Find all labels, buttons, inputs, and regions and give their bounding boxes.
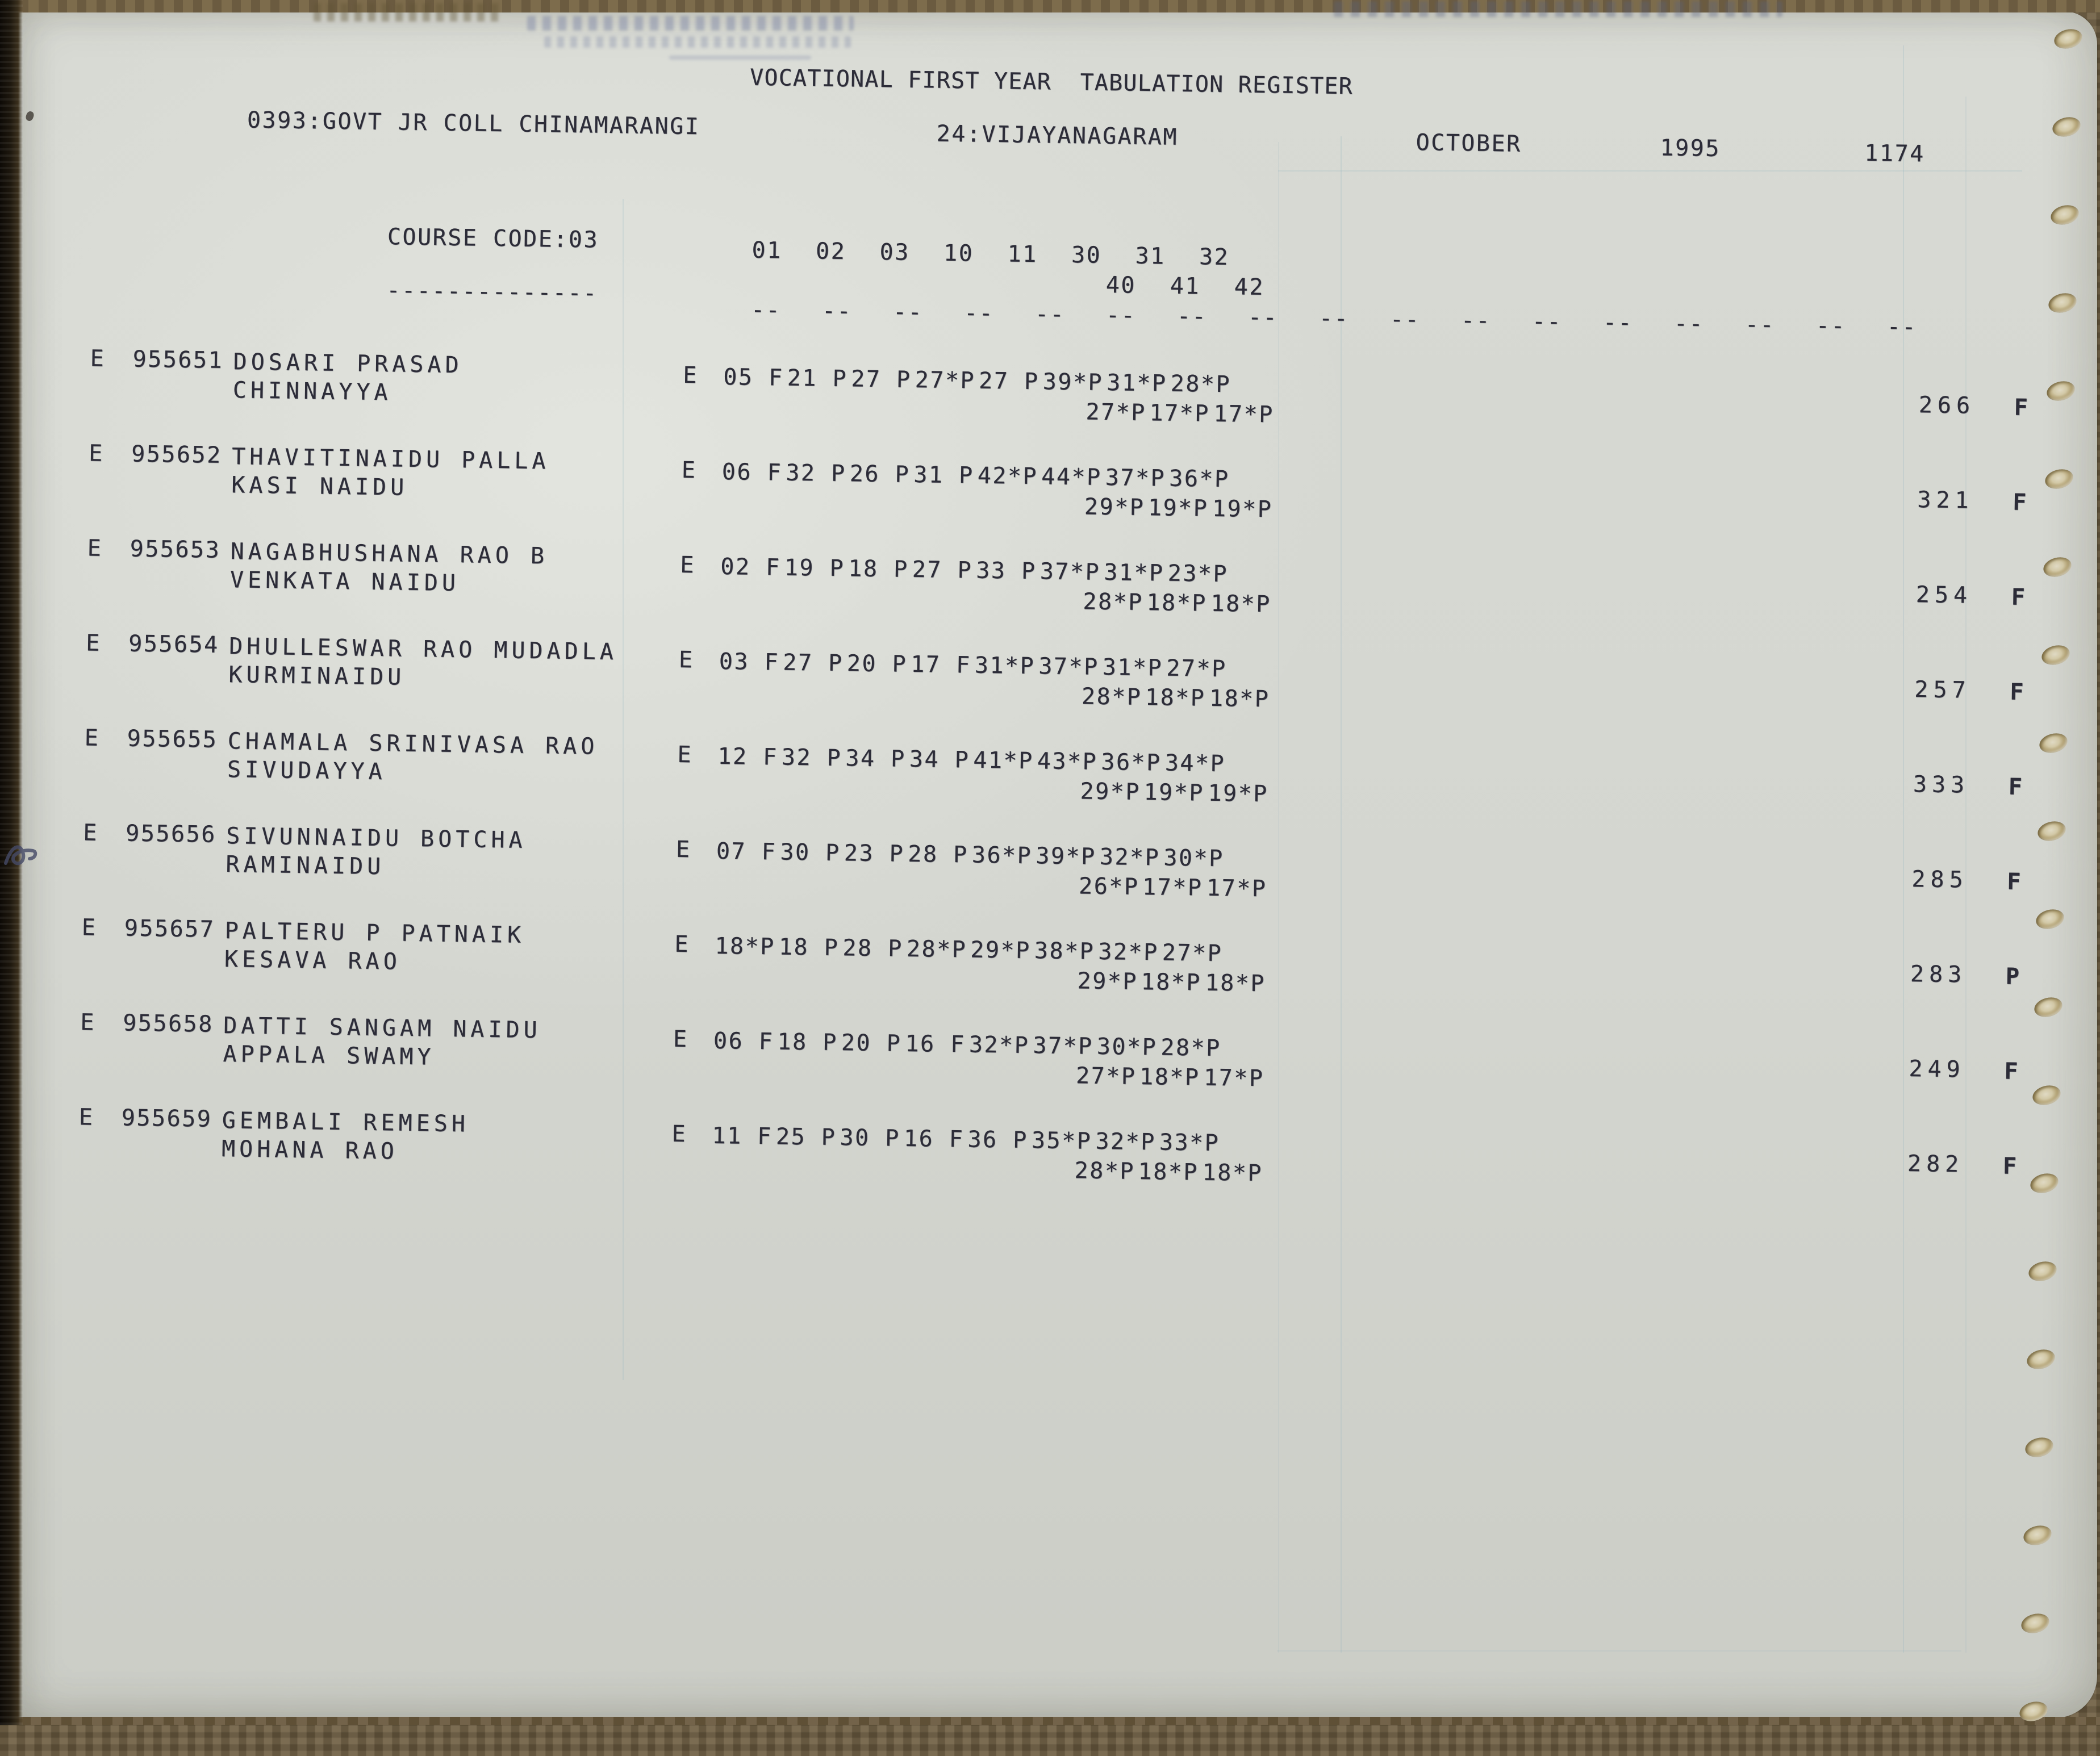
- binder-hole: [2034, 906, 2066, 932]
- binder-hole: [2052, 26, 2085, 52]
- book-cover-top-edge: [0, 0, 2100, 12]
- form-rule-vertical: [1341, 136, 1342, 1653]
- binder-hole: [2017, 1699, 2050, 1724]
- binder-hole: [2039, 642, 2072, 668]
- form-rule-vertical: [1903, 45, 1904, 1653]
- bleed-through-text: [544, 36, 851, 48]
- binder-hole: [2024, 1347, 2057, 1372]
- binder-hole: [2032, 994, 2065, 1020]
- bleed-through-text: [1334, 1, 1782, 17]
- binder-hole: [2026, 1259, 2059, 1284]
- binder-hole: [2028, 1170, 2061, 1196]
- binder-hole: [2043, 466, 2076, 492]
- binder-hole: [2030, 1082, 2063, 1108]
- form-rule-vertical: [1965, 97, 1967, 1653]
- binder-hole: [2019, 1611, 2052, 1636]
- form-rule-vertical: [1278, 142, 1279, 1653]
- register-page: [16, 11, 2097, 1718]
- bleed-through-text: [669, 56, 811, 60]
- binder-hole: [2023, 1435, 2056, 1460]
- binder-hole: [2035, 818, 2068, 844]
- binder-hole: [2050, 114, 2083, 140]
- book-cover-bottom-edge: [0, 1717, 2100, 1725]
- binder-hole: [2021, 1523, 2053, 1548]
- form-rule-horizontal: [1278, 170, 2022, 172]
- binder-hole: [2041, 554, 2074, 580]
- binder-hole: [2038, 730, 2070, 756]
- binder-hole: [2044, 378, 2077, 404]
- bleed-through-text: [314, 3, 501, 22]
- binder-hole: [2047, 290, 2079, 316]
- form-rule-vertical: [623, 199, 624, 1380]
- form-rule-horizontal: [1277, 1650, 1961, 1652]
- ink-smudge: [4, 845, 37, 866]
- binder-hole: [2048, 202, 2081, 228]
- bleed-through-text: [527, 16, 854, 31]
